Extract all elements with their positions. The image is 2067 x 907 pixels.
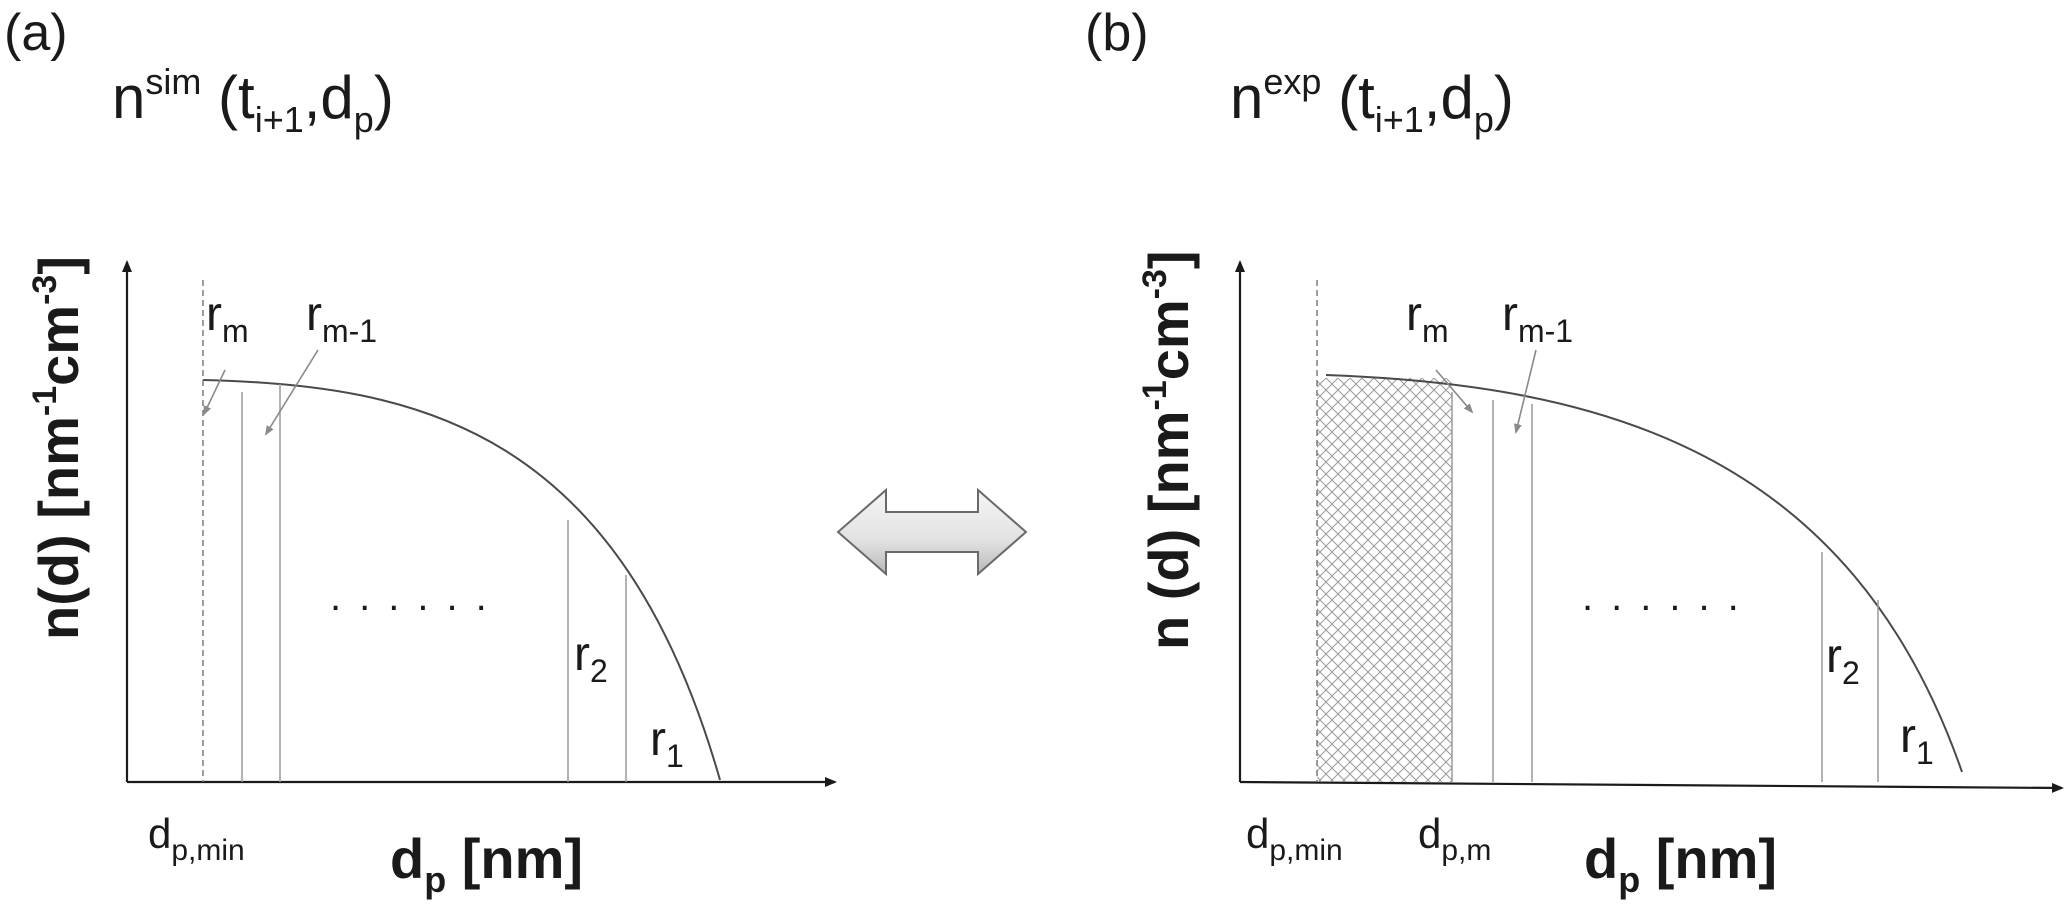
panel-b-label: (b) xyxy=(1085,4,1149,62)
panel-a-label: (a) xyxy=(4,4,68,62)
panel-b-ellipsis: ...... xyxy=(1582,575,1757,619)
panel-b-x-axis-label: dp [nm] xyxy=(1584,827,1777,900)
panel-b-y-axis-label: n (d) [nm-1cm-3] xyxy=(1136,250,1200,650)
panel-b-rm-leader xyxy=(1435,369,1474,414)
panel-a-y-axis-label: n(d) [nm-1cm-3] xyxy=(26,256,90,640)
panel-a-x-axis-label: dp [nm] xyxy=(390,827,583,900)
panel-b-dpm-tick: dp,m xyxy=(1418,810,1491,867)
panel-b-distribution-curve xyxy=(1325,374,1963,773)
panel-b-rm1-label: rm-1 xyxy=(1502,288,1573,349)
panel-a: (a) nsim (ti+1,dp) n(d) [nm-1cm-3] rm rm… xyxy=(4,4,837,900)
panel-a-dpmin-tick: dp,min xyxy=(148,810,245,867)
panel-a-r2-label: r2 xyxy=(574,628,608,689)
double-arrow-icon xyxy=(836,487,1028,577)
panel-a-rm1-leader xyxy=(264,349,319,436)
panel-a-rm1-label: rm-1 xyxy=(306,288,377,349)
panel-b: (b) nexp (ti+1,dp) n (d) [nm-1cm-3] rm r… xyxy=(1085,4,2064,900)
panel-b-title: nexp (ti+1,dp) xyxy=(1230,61,1514,140)
panel-a-title: nsim (ti+1,dp) xyxy=(112,61,394,140)
panel-b-rm-label: rm xyxy=(1406,288,1449,349)
panel-b-r1-label: r1 xyxy=(1900,710,1934,771)
panel-b-dpmin-tick: dp,min xyxy=(1246,810,1343,867)
panel-a-r1-label: r1 xyxy=(650,713,684,774)
panel-b-r2-label: r2 xyxy=(1826,630,1860,691)
panel-b-x-axis xyxy=(1239,780,2064,793)
panel-a-rm-leader xyxy=(203,369,226,416)
panel-b-hatched-region xyxy=(1317,378,1452,782)
panel-a-rm-label: rm xyxy=(206,288,249,349)
panel-a-ellipsis: ...... xyxy=(330,575,505,619)
panel-b-rm1-leader xyxy=(1514,349,1537,434)
